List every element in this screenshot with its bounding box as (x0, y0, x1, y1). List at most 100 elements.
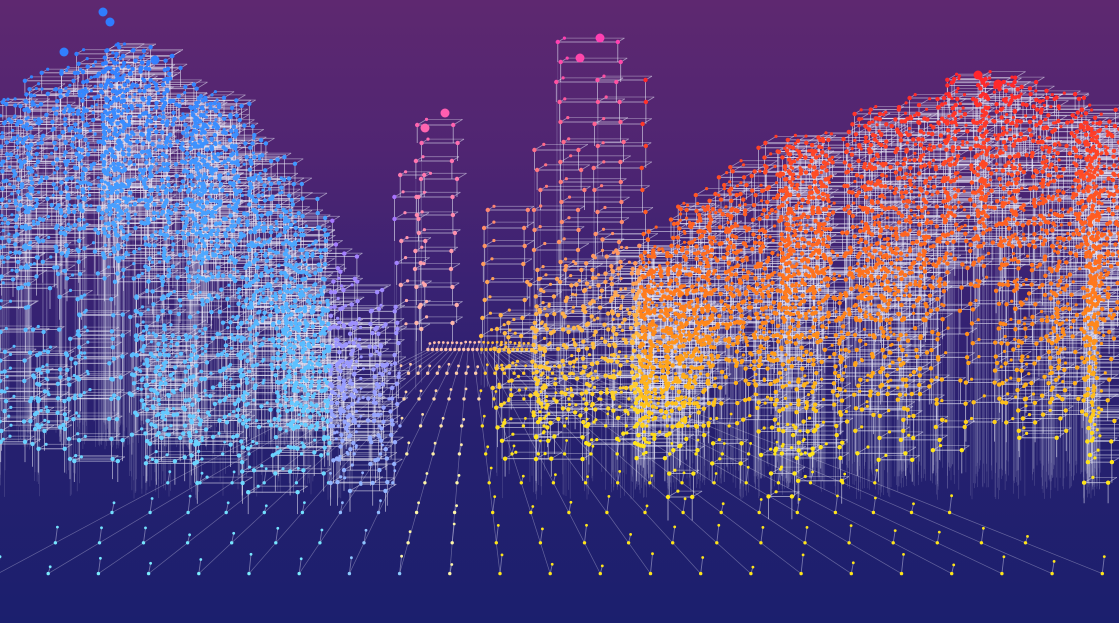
edge-line (569, 513, 585, 543)
edge-line (873, 513, 937, 543)
edge-line (98, 543, 143, 574)
edge-line (409, 350, 442, 374)
edge-line (585, 543, 601, 574)
grid-stem (717, 525, 719, 543)
edge-line (276, 513, 303, 543)
grid-stem (540, 529, 542, 543)
edge-line (849, 543, 901, 574)
edge-line (553, 483, 569, 513)
edge-line (950, 513, 1026, 543)
edge-line (512, 454, 521, 483)
grid-stem (188, 496, 190, 512)
edge-line (249, 543, 276, 574)
edge-line (761, 543, 801, 574)
grid-stem (950, 496, 952, 513)
grid-stem (496, 525, 498, 542)
grid-stem (144, 528, 146, 543)
grid-stem (493, 497, 495, 513)
edge-line (778, 483, 835, 513)
edge-line (618, 483, 645, 513)
grid-stem (981, 528, 983, 543)
edge-line (521, 483, 531, 513)
grid-stem (683, 499, 685, 513)
edge-line (400, 399, 419, 426)
edge-line (714, 483, 759, 513)
edge-line (434, 373, 447, 399)
edge-line (437, 350, 455, 374)
grid-stem (98, 558, 100, 573)
grid-stem (651, 554, 653, 574)
edge-line (717, 543, 751, 574)
grid-stem (761, 527, 763, 542)
edge-line (433, 426, 441, 454)
edge-line (531, 513, 541, 543)
edge-line (0, 543, 55, 574)
edge-line (320, 513, 341, 543)
edge-line (449, 373, 457, 399)
grid-stem (701, 558, 703, 574)
grid-stem (264, 469, 266, 483)
grid-stem (1052, 561, 1054, 573)
edge-line (418, 350, 446, 374)
edge-line (486, 454, 490, 483)
edge-line (476, 373, 479, 399)
edge-line (797, 513, 849, 543)
edge-line (150, 483, 200, 513)
grid-stem (902, 554, 904, 573)
edge-line (645, 513, 673, 543)
edge-line (340, 483, 360, 513)
edge-line (629, 543, 651, 574)
edge-line (112, 483, 168, 513)
grid-stem (835, 496, 837, 513)
grid-stem (673, 527, 675, 543)
edge-line (912, 513, 982, 543)
edge-line (188, 513, 227, 543)
edge-line (199, 543, 232, 574)
edge-line (425, 454, 433, 483)
edge-line (421, 399, 434, 426)
grid-stem (249, 554, 251, 573)
grid-stem (100, 528, 102, 543)
edge-line (489, 483, 493, 513)
edge-line (144, 513, 189, 543)
edge-line (48, 543, 99, 574)
edge-line (673, 543, 701, 574)
grid-stem (849, 526, 851, 543)
edge-line (805, 543, 851, 574)
edge-line (540, 543, 550, 574)
edge-line (188, 483, 232, 513)
edge-line (55, 513, 112, 543)
grid-stem (801, 555, 803, 574)
edge-line (721, 513, 761, 543)
edge-line (441, 399, 449, 426)
edge-line (683, 513, 717, 543)
edge-line (417, 483, 425, 513)
edge-line (722, 454, 778, 483)
grid-stem (489, 468, 491, 483)
edge-line (473, 350, 476, 374)
edge-line (482, 426, 485, 454)
edge-line (364, 513, 379, 543)
edge-line (408, 513, 417, 543)
grid-stem (805, 527, 807, 542)
edge-line (682, 483, 721, 513)
edge-line (586, 483, 607, 513)
grid-stem (585, 525, 587, 543)
edge-line (296, 454, 328, 483)
edge-line (496, 543, 500, 574)
grid-stem (873, 498, 875, 513)
grid-stem (759, 500, 761, 513)
grid-stem (1102, 557, 1104, 574)
grid-stem (500, 555, 502, 574)
edge-line (232, 513, 265, 543)
edge-line (400, 543, 409, 574)
edge-line (407, 426, 421, 454)
grid-stem (55, 527, 57, 543)
grid-stem (893, 531, 895, 543)
edge-line (843, 483, 912, 513)
edge-line (493, 513, 497, 543)
edge-line (1026, 543, 1103, 574)
edge-line (759, 513, 805, 543)
edge-line (607, 513, 629, 543)
